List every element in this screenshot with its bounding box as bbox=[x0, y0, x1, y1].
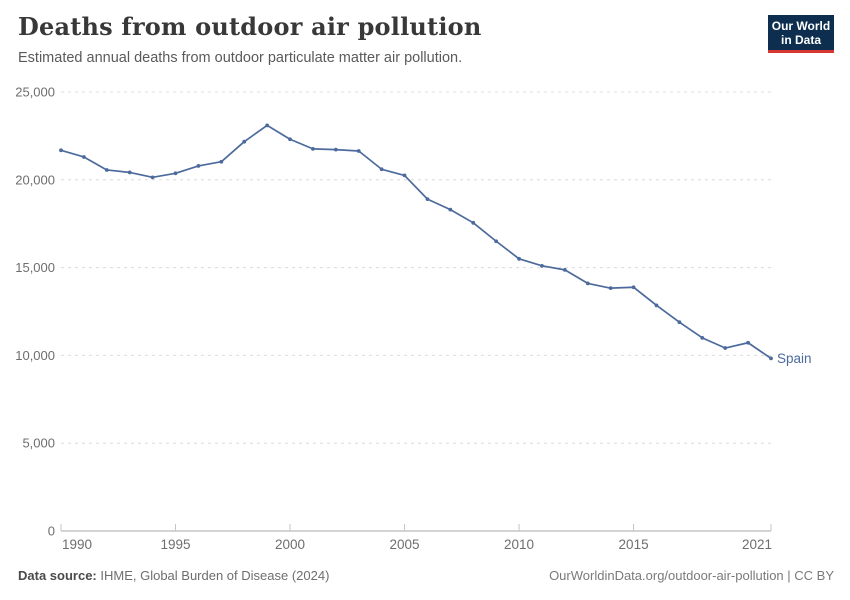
data-point[interactable] bbox=[631, 285, 636, 290]
data-point[interactable] bbox=[769, 356, 773, 361]
chart-subtitle: Estimated annual deaths from outdoor par… bbox=[18, 50, 463, 66]
data-point[interactable] bbox=[82, 155, 86, 159]
data-source: Data source: IHME, Global Burden of Dise… bbox=[18, 568, 329, 583]
owid-logo-line1: Our World bbox=[771, 19, 831, 33]
chart-title: Deaths from outdoor air pollution bbox=[18, 12, 482, 41]
y-axis-tick-label: 25,000 bbox=[15, 85, 55, 100]
credit-link[interactable]: OurWorldinData.org/outdoor-air-pollution… bbox=[549, 568, 834, 583]
data-point[interactable] bbox=[196, 164, 201, 168]
data-point[interactable] bbox=[540, 263, 544, 268]
data-line-spain bbox=[60, 124, 772, 360]
x-axis-tick-label: 2015 bbox=[619, 537, 649, 552]
x-axis-tick-label: 1995 bbox=[160, 537, 190, 552]
series-end-label: Spain bbox=[777, 351, 812, 366]
y-axis-tick-label: 10,000 bbox=[15, 348, 55, 363]
data-point[interactable] bbox=[402, 173, 407, 178]
y-axis-tick-label: 5,000 bbox=[22, 436, 55, 451]
owid-logo-line2: in Data bbox=[780, 33, 821, 47]
data-point[interactable] bbox=[379, 167, 384, 172]
data-point[interactable] bbox=[242, 139, 247, 144]
data-point[interactable] bbox=[585, 281, 590, 286]
data-point[interactable] bbox=[700, 335, 705, 340]
data-point[interactable] bbox=[288, 137, 292, 142]
data-point[interactable] bbox=[104, 168, 109, 172]
data-point[interactable] bbox=[265, 123, 270, 128]
data-point[interactable] bbox=[311, 146, 315, 151]
data-point[interactable] bbox=[219, 159, 224, 164]
data-point[interactable] bbox=[562, 267, 567, 272]
data-point[interactable] bbox=[448, 207, 453, 212]
data-point[interactable] bbox=[723, 346, 728, 350]
chart-footer: Data source: IHME, Global Burden of Dise… bbox=[18, 568, 834, 583]
data-point[interactable] bbox=[746, 340, 750, 345]
x-axis-tick-label: 2000 bbox=[275, 537, 305, 552]
x-axis-tick-label: 2021 bbox=[742, 537, 772, 552]
data-point[interactable] bbox=[517, 256, 521, 261]
x-axis-tick-label: 1990 bbox=[62, 537, 92, 552]
x-axis-tick-label: 2010 bbox=[504, 537, 534, 552]
data-point[interactable] bbox=[127, 170, 132, 175]
data-point[interactable] bbox=[494, 239, 499, 244]
data-point[interactable] bbox=[677, 320, 682, 325]
data-point[interactable] bbox=[59, 148, 63, 153]
y-axis-tick-label: 15,000 bbox=[15, 260, 55, 275]
data-point[interactable] bbox=[356, 149, 361, 153]
data-point[interactable] bbox=[333, 147, 338, 152]
x-axis-tick-label: 2005 bbox=[390, 537, 420, 552]
y-axis-tick-label: 20,000 bbox=[15, 172, 55, 187]
data-point[interactable] bbox=[608, 286, 613, 291]
data-source-label: Data source: bbox=[18, 568, 97, 583]
data-source-value: IHME, Global Burden of Disease (2024) bbox=[96, 568, 330, 583]
data-point[interactable] bbox=[173, 171, 178, 176]
y-axis-tick-label: 0 bbox=[48, 524, 55, 539]
owid-logo: Our World in Data bbox=[768, 15, 834, 53]
data-point[interactable] bbox=[425, 197, 430, 202]
data-point[interactable] bbox=[654, 303, 659, 308]
data-point[interactable] bbox=[471, 220, 476, 225]
data-point[interactable] bbox=[150, 175, 155, 180]
